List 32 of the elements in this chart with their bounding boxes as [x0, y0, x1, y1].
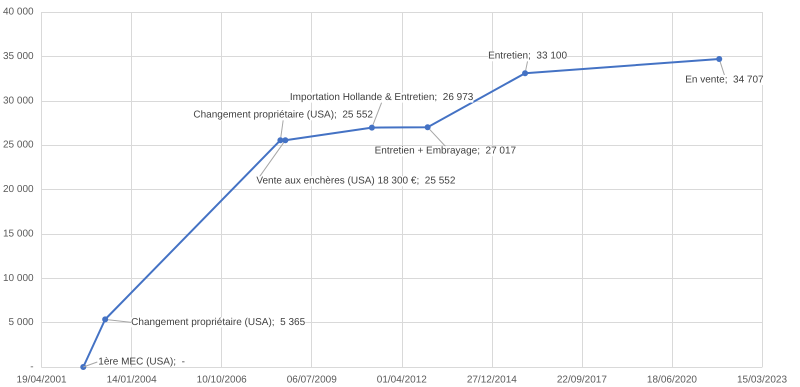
point — [368, 124, 375, 131]
data-label: Changement propriétaire (USA); 5 365 — [131, 316, 306, 328]
y-tick-label: 35 000 — [2, 50, 34, 62]
data-label: Importation Hollande & Entretien; 26 973 — [290, 92, 474, 104]
y-tick-label: 15 000 — [2, 228, 34, 240]
y-tick-label: 40 000 — [2, 6, 34, 18]
y-tick-label: 20 000 — [2, 184, 34, 195]
annotation: 1ère MEC (USA); - — [98, 356, 185, 368]
x-tick-label: 27/12/2014 — [466, 374, 518, 386]
x-tick-label: 15/03/2023 — [736, 374, 788, 386]
y-tick-label: 30 000 — [2, 95, 34, 106]
x-tick-label: 19/04/2001 — [16, 374, 68, 386]
point — [102, 316, 108, 322]
y-tick-label: 25 000 — [2, 140, 34, 151]
data-label: En vente; 34 707 — [685, 74, 764, 86]
x-tick-label: 22/09/2017 — [556, 374, 608, 386]
data-label: Entretien; 33 100 — [488, 50, 568, 62]
y-tick-label: - — [30, 362, 34, 372]
point — [716, 56, 722, 62]
data-label: Vente aux enchères (USA) 18 300 €; 25 552 — [256, 176, 456, 187]
data-label: Entretien + Embrayage; 27 017 — [374, 146, 517, 157]
x-tick-label: 01/04/2012 — [376, 374, 428, 386]
x-tick-label: 10/10/2006 — [196, 374, 248, 386]
point — [522, 70, 528, 76]
x-tick-label: 06/07/2009 — [286, 374, 338, 386]
y-tick-label: 5 000 — [8, 317, 34, 328]
x-tick-label: 18/06/2020 — [646, 374, 698, 386]
y-tick-label: 10 000 — [2, 272, 34, 284]
x-tick-label: 14/01/2004 — [106, 374, 158, 386]
point — [282, 137, 288, 144]
data-label: Changement propriétaire (USA); 25 552 — [193, 110, 374, 121]
point — [424, 124, 431, 130]
